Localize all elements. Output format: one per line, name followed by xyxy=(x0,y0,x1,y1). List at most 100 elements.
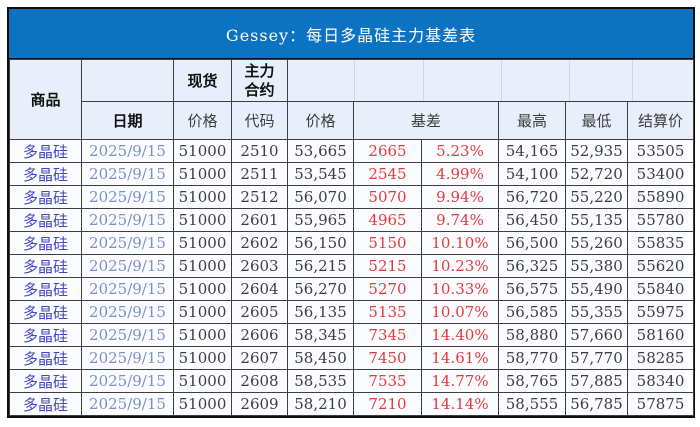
cell-basis-percent: 14.14% xyxy=(421,392,499,416)
cell-settlement: 55620 xyxy=(626,254,695,278)
cell-basis: 7210 xyxy=(353,392,422,416)
table-row: 多晶硅 2025/9/15 51000 2603 56,215 5215 10.… xyxy=(9,254,695,278)
cell-contract-code: 2510 xyxy=(231,139,288,163)
col-header-basis: 基差 xyxy=(353,101,499,140)
table-row: 多晶硅 2025/9/15 51000 2608 58,535 7535 14.… xyxy=(9,369,695,393)
cell-date: 2025/9/15 xyxy=(81,346,174,370)
cell-price: 53,545 xyxy=(287,162,354,186)
cell-contract-code: 2606 xyxy=(231,323,288,347)
table-row: 多晶硅 2025/9/15 51000 2602 56,150 5150 10.… xyxy=(9,231,695,255)
cell-low: 57,660 xyxy=(565,323,628,347)
cell-basis-percent: 10.10% xyxy=(421,231,499,255)
cell-price: 58,345 xyxy=(287,323,354,347)
cell-basis: 5150 xyxy=(353,231,422,255)
col-header-price: 价格 xyxy=(287,101,354,140)
cell-date: 2025/9/15 xyxy=(81,254,174,278)
cell-basis-percent: 5.23% xyxy=(421,139,499,163)
cell-high: 56,575 xyxy=(498,277,566,301)
cell-date: 2025/9/15 xyxy=(81,369,174,393)
cell-basis: 5270 xyxy=(353,277,422,301)
col-header-main-contract: 主力 合约 xyxy=(231,59,288,102)
cell-basis: 7535 xyxy=(353,369,422,393)
cell-settlement: 53400 xyxy=(626,162,695,186)
cell-commodity: 多晶硅 xyxy=(9,254,82,278)
cell-spot-price: 51000 xyxy=(173,277,232,301)
cell-contract-code: 2601 xyxy=(231,208,288,232)
cell-low: 52,720 xyxy=(565,162,628,186)
cell-commodity: 多晶硅 xyxy=(9,139,82,163)
cell-contract-code: 2609 xyxy=(231,392,288,416)
table-row: 多晶硅 2025/9/15 51000 2605 56,135 5135 10.… xyxy=(9,300,695,324)
cell-spot-price: 51000 xyxy=(173,254,232,278)
table-row: 多晶硅 2025/9/15 51000 2607 58,450 7450 14.… xyxy=(9,346,695,370)
cell-basis: 5215 xyxy=(353,254,422,278)
cell-basis-percent: 14.40% xyxy=(421,323,499,347)
cell-price: 58,210 xyxy=(287,392,354,416)
cell-spot-price: 51000 xyxy=(173,392,232,416)
cell-price: 56,070 xyxy=(287,185,354,209)
cell-high: 54,165 xyxy=(498,139,566,163)
cell-date: 2025/9/15 xyxy=(81,277,174,301)
cell-high: 56,500 xyxy=(498,231,566,255)
cell-basis-percent: 10.07% xyxy=(421,300,499,324)
cell-basis-percent: 10.23% xyxy=(421,254,499,278)
faint-gridlines xyxy=(289,60,693,101)
cell-low: 57,770 xyxy=(565,346,628,370)
cell-commodity: 多晶硅 xyxy=(9,277,82,301)
table-title: Gessey：每日多晶硅主力基差表 xyxy=(9,9,693,59)
cell-basis: 5070 xyxy=(353,185,422,209)
cell-high: 56,450 xyxy=(498,208,566,232)
cell-date: 2025/9/15 xyxy=(81,392,174,416)
cell-basis-percent: 9.94% xyxy=(421,185,499,209)
cell-commodity: 多晶硅 xyxy=(9,392,82,416)
cell-settlement: 55890 xyxy=(626,185,695,209)
cell-price: 58,535 xyxy=(287,369,354,393)
cell-low: 55,490 xyxy=(565,277,628,301)
table-row: 多晶硅 2025/9/15 51000 2601 55,965 4965 9.7… xyxy=(9,208,695,232)
cell-high: 58,765 xyxy=(498,369,566,393)
cell-contract-code: 2512 xyxy=(231,185,288,209)
cell-basis-percent: 9.74% xyxy=(421,208,499,232)
cell-settlement: 55780 xyxy=(626,208,695,232)
cell-spot-price: 51000 xyxy=(173,139,232,163)
cell-contract-code: 2511 xyxy=(231,162,288,186)
cell-spot-price: 51000 xyxy=(173,323,232,347)
cell-commodity: 多晶硅 xyxy=(9,231,82,255)
cell-commodity: 多晶硅 xyxy=(9,185,82,209)
cell-date: 2025/9/15 xyxy=(81,208,174,232)
cell-commodity: 多晶硅 xyxy=(9,346,82,370)
cell-basis: 2665 xyxy=(353,139,422,163)
cell-basis: 4965 xyxy=(353,208,422,232)
cell-spot-price: 51000 xyxy=(173,231,232,255)
table-row: 多晶硅 2025/9/15 51000 2510 53,665 2665 5.2… xyxy=(9,139,695,163)
basis-table-panel: Gessey：每日多晶硅主力基差表 商品 现货 主力 合约 xyxy=(7,7,695,418)
col-header-settlement: 结算价 xyxy=(626,101,695,140)
cell-spot-price: 51000 xyxy=(173,300,232,324)
cell-spot-price: 51000 xyxy=(173,346,232,370)
cell-high: 54,100 xyxy=(498,162,566,186)
col-header-high: 最高 xyxy=(498,101,566,140)
basis-table: 商品 现货 主力 合约 日期 价格 代码 价格 基差 最高 最低 xyxy=(9,59,695,416)
cell-commodity: 多晶硅 xyxy=(9,162,82,186)
cell-date: 2025/9/15 xyxy=(81,139,174,163)
cell-settlement: 58160 xyxy=(626,323,695,347)
cell-price: 56,215 xyxy=(287,254,354,278)
table-body: 多晶硅 2025/9/15 51000 2510 53,665 2665 5.2… xyxy=(9,139,695,416)
cell-price: 55,965 xyxy=(287,208,354,232)
cell-settlement: 58340 xyxy=(626,369,695,393)
cell-spot-price: 51000 xyxy=(173,208,232,232)
cell-low: 56,785 xyxy=(565,392,628,416)
cell-date: 2025/9/15 xyxy=(81,323,174,347)
cell-low: 55,260 xyxy=(565,231,628,255)
table-row: 多晶硅 2025/9/15 51000 2604 56,270 5270 10.… xyxy=(9,277,695,301)
cell-date: 2025/9/15 xyxy=(81,300,174,324)
cell-date: 2025/9/15 xyxy=(81,185,174,209)
cell-basis-percent: 4.99% xyxy=(421,162,499,186)
cell-low: 52,935 xyxy=(565,139,628,163)
cell-basis-percent: 14.77% xyxy=(421,369,499,393)
cell-basis: 7345 xyxy=(353,323,422,347)
cell-high: 56,585 xyxy=(498,300,566,324)
cell-commodity: 多晶硅 xyxy=(9,369,82,393)
cell-basis: 2545 xyxy=(353,162,422,186)
cell-low: 55,135 xyxy=(565,208,628,232)
